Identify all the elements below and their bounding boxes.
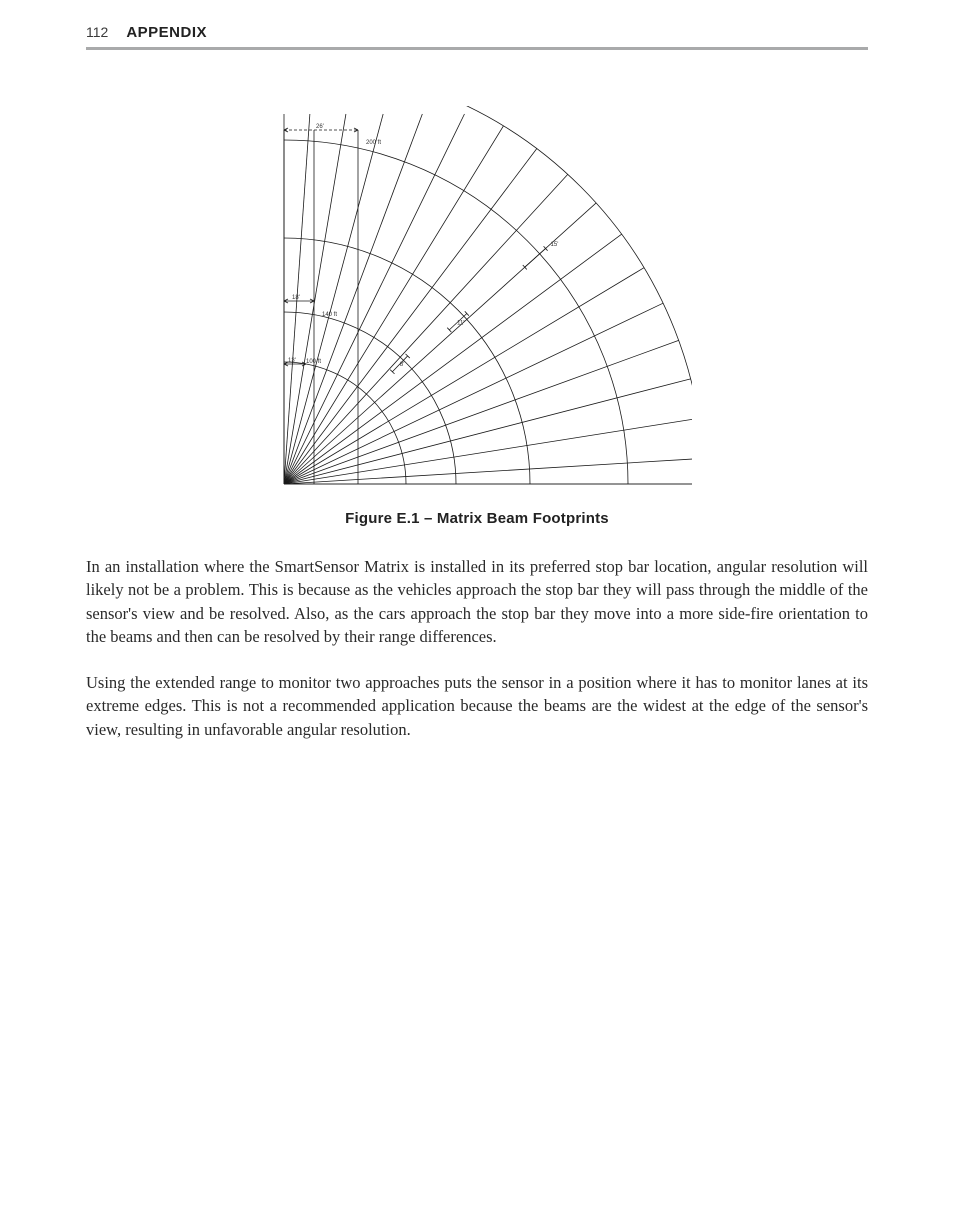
svg-text:13': 13' bbox=[288, 358, 296, 364]
section-title: APPENDIX bbox=[126, 24, 207, 41]
svg-text:11': 11' bbox=[457, 320, 464, 326]
page-header: 112 APPENDIX bbox=[0, 0, 954, 47]
figure-container: 100 ft140 ft200 ft26'18'13'15'11'8' Figu… bbox=[0, 106, 954, 527]
svg-text:18': 18' bbox=[292, 295, 300, 301]
svg-text:15': 15' bbox=[551, 242, 559, 248]
header-rule bbox=[86, 47, 868, 50]
body-text: In an installation where the SmartSensor… bbox=[86, 555, 868, 741]
paragraph-1: In an installation where the SmartSensor… bbox=[86, 555, 868, 649]
svg-text:26': 26' bbox=[316, 124, 324, 130]
paragraph-2: Using the extended range to monitor two … bbox=[86, 671, 868, 741]
page-number: 112 bbox=[86, 24, 108, 40]
svg-text:200 ft: 200 ft bbox=[366, 140, 381, 146]
beam-footprint-diagram: 100 ft140 ft200 ft26'18'13'15'11'8' bbox=[262, 106, 692, 492]
figure-caption: Figure E.1 – Matrix Beam Footprints bbox=[0, 510, 954, 527]
svg-text:8': 8' bbox=[400, 362, 404, 368]
